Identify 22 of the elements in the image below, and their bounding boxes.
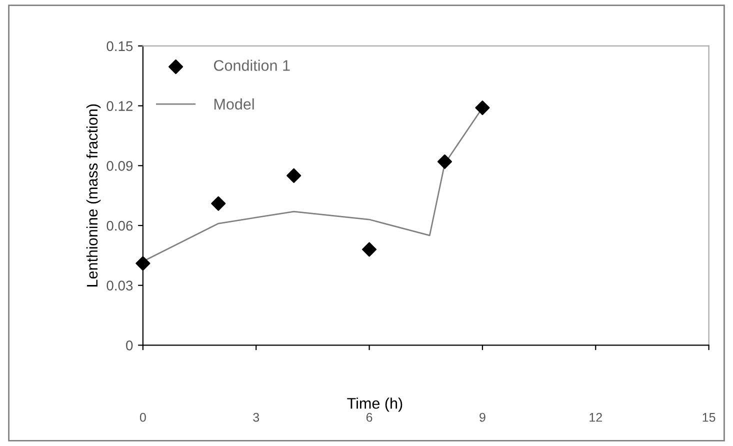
x-tick-label: 15 (702, 413, 716, 422)
x-axis-title: Time (h) (347, 398, 402, 412)
point (286, 168, 302, 183)
x-tick-label: 12 (590, 412, 602, 422)
y-tick-label: 0 (126, 340, 133, 350)
x-tick-label: 0 (140, 412, 146, 422)
x-tick-label: 6 (366, 412, 372, 422)
point (475, 100, 490, 116)
point (136, 256, 150, 271)
y-tick-label: 0.15 (106, 41, 133, 52)
point (437, 154, 452, 169)
x-tick-label: 3 (253, 412, 260, 422)
y-tick-label: 0.06 (106, 220, 133, 231)
legend-label: Condition 1 (214, 60, 290, 71)
y-axis-title: Lenthionine (mass fraction) (86, 104, 101, 286)
legend-label: Model (214, 98, 254, 110)
y-tick-label: 0.12 (106, 101, 133, 111)
point (211, 196, 226, 211)
x-tick-label: 9 (480, 412, 486, 422)
y-tick-label: 0.03 (106, 280, 133, 291)
y-tick-label: 0.09 (106, 160, 133, 171)
point (362, 242, 377, 257)
